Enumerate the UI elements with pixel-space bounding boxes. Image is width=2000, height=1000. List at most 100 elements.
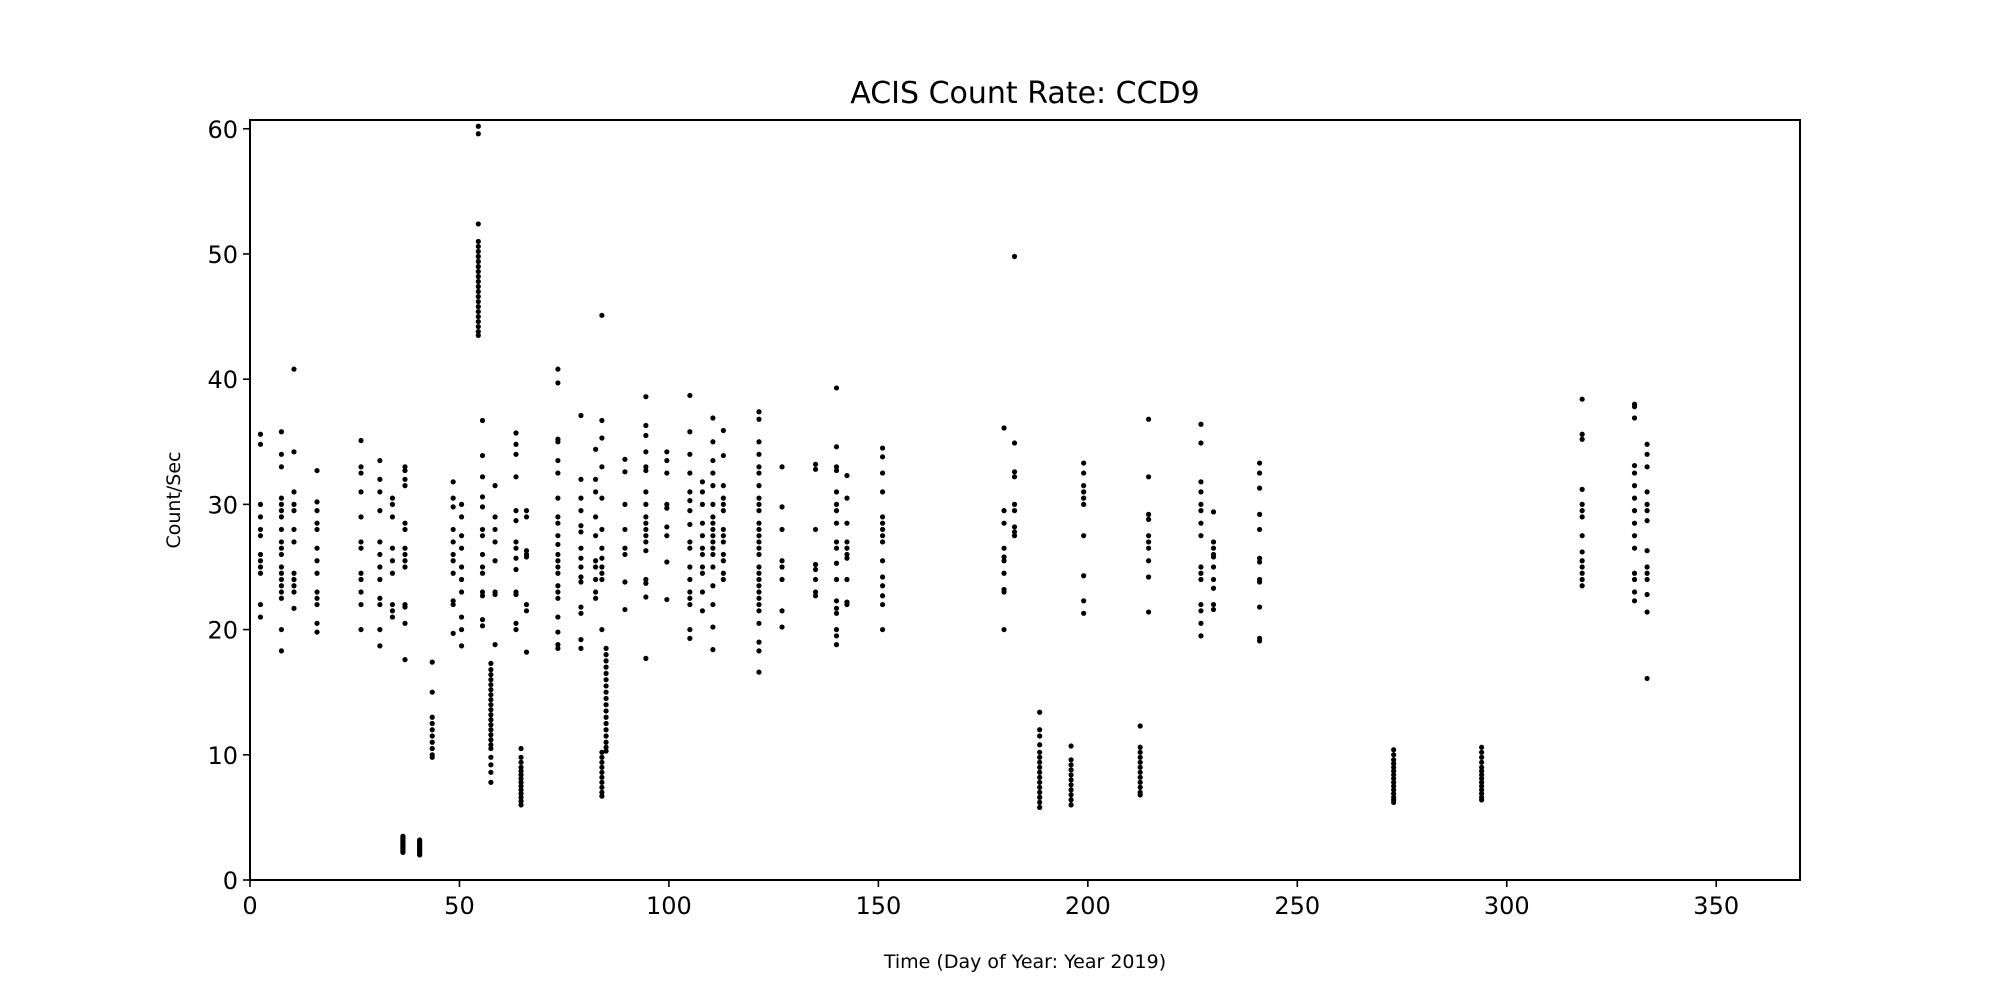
data-point — [389, 601, 396, 608]
data-point — [720, 501, 726, 507]
data-point — [1137, 784, 1143, 790]
data-point — [599, 312, 605, 318]
plot-frame — [249, 119, 1801, 881]
data-point — [479, 526, 486, 533]
data-point — [450, 558, 456, 564]
data-point — [1137, 749, 1143, 755]
data-point — [314, 520, 320, 526]
data-point — [429, 727, 435, 733]
data-point — [402, 564, 408, 570]
data-point — [291, 366, 297, 372]
data-point — [1631, 533, 1638, 539]
data-point — [450, 479, 456, 485]
data-point — [699, 608, 706, 614]
data-point — [377, 489, 383, 495]
data-point — [622, 579, 628, 585]
data-point — [1011, 469, 1018, 475]
data-point — [1256, 485, 1263, 491]
data-point — [555, 457, 561, 464]
data-point — [450, 504, 456, 510]
data-point — [555, 614, 561, 620]
data-point — [1479, 754, 1485, 760]
data-point — [1068, 787, 1074, 793]
data-point — [643, 548, 649, 554]
data-point — [1644, 675, 1650, 682]
data-point — [756, 570, 762, 576]
data-point — [1068, 802, 1074, 808]
data-point — [844, 539, 850, 545]
data-point — [1198, 489, 1204, 495]
data-point — [488, 732, 494, 738]
data-point — [1137, 779, 1143, 785]
data-point — [278, 626, 285, 633]
data-point — [358, 601, 364, 608]
data-point — [1579, 533, 1585, 539]
data-point — [291, 605, 297, 611]
data-point — [833, 560, 840, 566]
data-point — [291, 583, 297, 589]
data-point — [779, 624, 785, 630]
data-point — [1391, 772, 1397, 778]
data-point — [555, 629, 561, 635]
data-point — [603, 720, 609, 727]
data-point — [756, 648, 762, 654]
data-point — [278, 451, 285, 457]
data-point — [844, 551, 850, 558]
data-point — [475, 303, 481, 310]
data-point — [593, 558, 599, 564]
data-point — [475, 332, 481, 338]
data-point — [1579, 576, 1585, 583]
x-axis-ticks: 0 50 100 150 200 250 300 350 — [242, 880, 1739, 920]
data-point — [756, 533, 762, 539]
data-point — [593, 446, 599, 452]
data-point — [377, 564, 383, 570]
data-point — [1001, 554, 1007, 560]
data-point — [479, 564, 486, 570]
data-point — [1081, 489, 1087, 495]
data-point — [756, 508, 762, 514]
data-point — [710, 520, 716, 526]
data-point — [278, 514, 285, 520]
data-point — [1198, 501, 1204, 507]
data-point — [475, 328, 481, 335]
data-point — [314, 595, 320, 601]
data-point — [844, 495, 850, 501]
data-point — [599, 435, 605, 441]
data-point — [475, 248, 481, 255]
data-point — [278, 576, 285, 583]
data-point — [603, 689, 609, 695]
data-point — [1137, 744, 1143, 750]
data-point — [1037, 733, 1043, 739]
data-point — [1391, 764, 1397, 770]
data-point — [710, 564, 716, 570]
data-point — [513, 626, 519, 633]
data-point — [1037, 789, 1043, 795]
data-point — [377, 476, 383, 482]
data-point — [513, 555, 519, 561]
data-point — [1479, 783, 1485, 789]
data-point — [358, 570, 364, 576]
data-point — [879, 539, 886, 545]
data-point — [622, 526, 628, 533]
data-point — [710, 533, 716, 539]
data-point — [1631, 589, 1638, 595]
data-point — [278, 648, 285, 654]
data-point — [710, 526, 716, 533]
data-point — [1198, 576, 1204, 583]
data-point — [523, 514, 530, 520]
y-tick-label: 60 — [207, 116, 238, 144]
data-point — [513, 441, 519, 447]
data-point — [1479, 791, 1485, 797]
data-point — [488, 722, 494, 728]
data-point — [518, 772, 524, 778]
data-point — [643, 594, 649, 600]
data-point — [879, 574, 886, 580]
data-point — [278, 464, 285, 470]
data-point — [710, 601, 716, 608]
data-point — [1137, 792, 1143, 798]
data-point — [513, 508, 519, 514]
data-point — [664, 457, 670, 464]
data-point — [710, 539, 716, 545]
data-point — [358, 437, 364, 444]
data-point — [664, 449, 670, 455]
